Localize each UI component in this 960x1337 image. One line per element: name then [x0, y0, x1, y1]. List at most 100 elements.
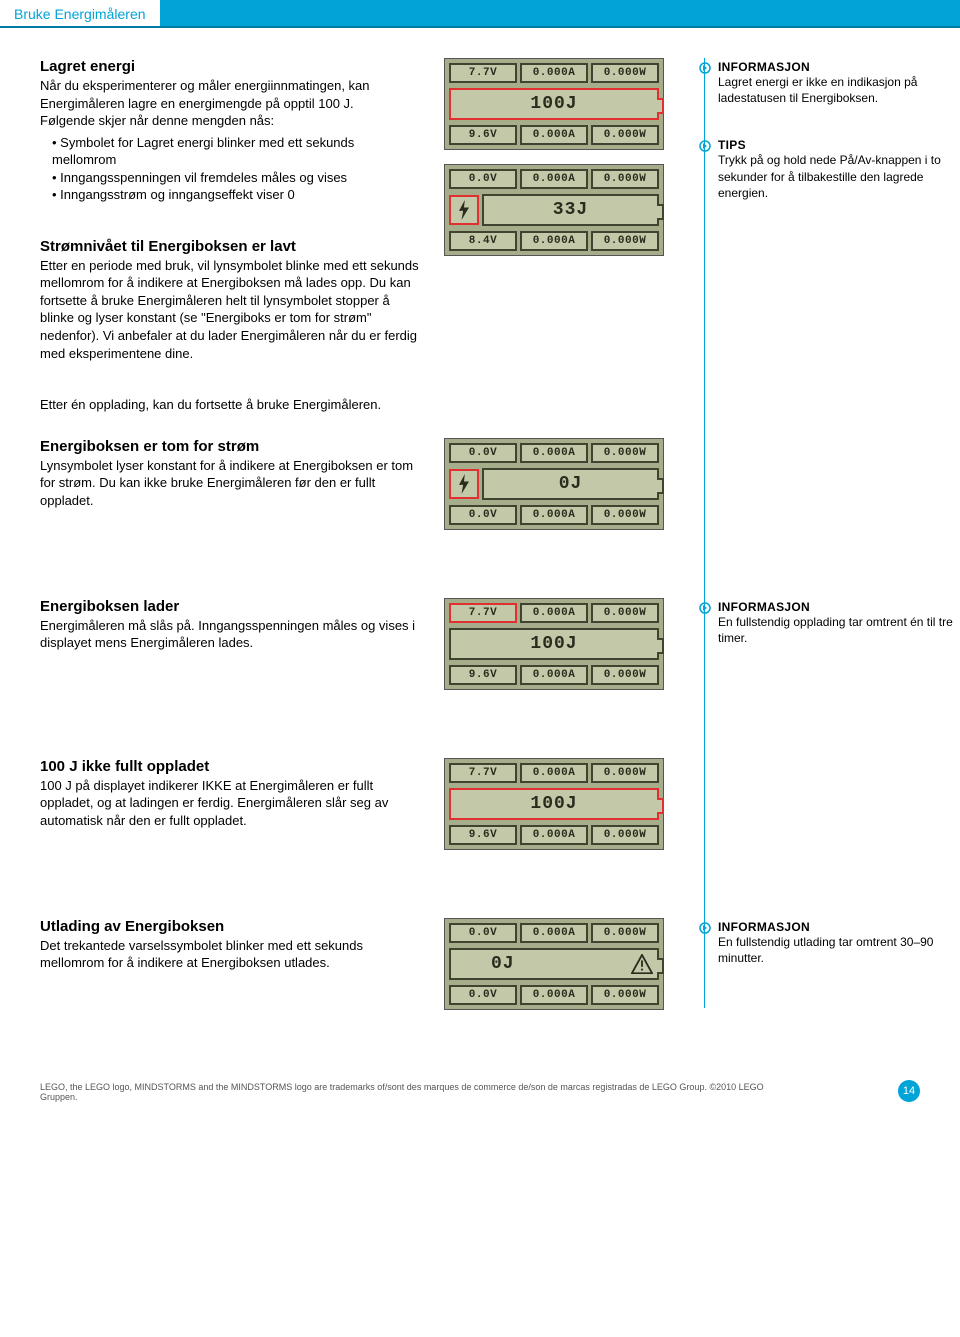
lightning-icon — [449, 195, 479, 225]
lcd-cell: 7.7V — [449, 603, 517, 623]
note-body: Trykk på og hold nede På/Av-knappen i to… — [718, 152, 960, 201]
col-notes: INFORMASJON En fullstendig opplading tar… — [718, 598, 960, 676]
lcd-low: 0.0V0.000A0.000W33J8.4V0.000A0.000W — [444, 164, 664, 256]
heading-charging: Energiboksen lader — [40, 598, 420, 615]
col-lcd: 0.0V0.000A0.000W0J0.0V0.000A0.000W — [444, 918, 694, 1024]
note-title: INFORMASJON — [718, 600, 960, 614]
lcd-cell: 0.000A — [520, 665, 588, 685]
lcd-cell: 0.000A — [520, 985, 588, 1005]
lcd-cell: 0.000W — [591, 763, 659, 783]
battery-indicator: 100J — [449, 628, 659, 660]
row-charging: Energiboksen lader Energimåleren må slås… — [40, 598, 920, 704]
note-marker-icon — [699, 140, 711, 152]
lcd-cell: 0.000A — [520, 169, 588, 189]
lcd-cell: 0.000W — [591, 825, 659, 845]
heading-empty: Energiboksen er tom for strøm — [40, 438, 420, 455]
list-item: Symbolet for Lagret energi blinker med e… — [52, 134, 420, 169]
body-empty: Lynsymbolet lyser konstant for å indiker… — [40, 457, 420, 510]
note-body: En fullstendig opplading tar omtrent én … — [718, 614, 960, 646]
page-body: Lagret energi Når du eksperimenterer og … — [0, 28, 960, 1068]
lcd-cell: 0.0V — [449, 985, 517, 1005]
note-title: INFORMASJON — [718, 920, 960, 934]
lcd-cell: 0.000A — [520, 923, 588, 943]
heading-discharge: Utlading av Energiboksen — [40, 918, 420, 935]
list-item: Inngangsstrøm og inngangseffekt viser 0 — [52, 186, 420, 204]
lcd-cell: 0.000A — [520, 443, 588, 463]
lcd-cell: 7.7V — [449, 763, 517, 783]
lcd-cell: 9.6V — [449, 825, 517, 845]
note-title: INFORMASJON — [718, 60, 960, 74]
battery-indicator: 0J — [482, 468, 659, 500]
note-info-2: INFORMASJON En fullstendig opplading tar… — [718, 598, 960, 646]
page-title: Bruke Energimåleren — [0, 0, 160, 26]
lcd-cell: 7.7V — [449, 63, 517, 83]
lightning-icon — [449, 469, 479, 499]
body-discharge: Det trekantede varselssymbolet blinker m… — [40, 937, 420, 972]
body-notfull: 100 J på displayet indikerer IKKE at Ene… — [40, 777, 420, 830]
battery-indicator: 100J — [449, 788, 659, 820]
lcd-cell: 0.000W — [591, 125, 659, 145]
lcd-cell: 0.000W — [591, 169, 659, 189]
lcd-cell: 8.4V — [449, 231, 517, 251]
heading-notfull: 100 J ikke fullt oppladet — [40, 758, 420, 775]
section-stored: Lagret energi Når du eksperimenterer og … — [40, 58, 420, 204]
lcd-stored: 7.7V0.000A0.000W100J9.6V0.000A0.000W — [444, 58, 664, 150]
page-header: Bruke Energimåleren — [0, 0, 960, 28]
col-text: Utlading av Energiboksen Det trekantede … — [40, 918, 420, 972]
lcd-cell: 0.000A — [520, 825, 588, 845]
lcd-charging: 7.7V0.000A0.000W100J9.6V0.000A0.000W — [444, 598, 664, 690]
lcd-cell: 0.000W — [591, 603, 659, 623]
lcd-cell: 0.0V — [449, 505, 517, 525]
battery-indicator: 0J — [449, 948, 659, 980]
intro-stored: Når du eksperimenterer og måler energiin… — [40, 77, 420, 112]
row-stored-low: Lagret energi Når du eksperimenterer og … — [40, 58, 920, 414]
lcd-cell: 0.0V — [449, 923, 517, 943]
lcd-cell: 0.000A — [520, 125, 588, 145]
lcd-cell: 0.000W — [591, 443, 659, 463]
heading-stored: Lagret energi — [40, 58, 420, 75]
lcd-cell: 0.0V — [449, 169, 517, 189]
lcd-cell: 0.000W — [591, 985, 659, 1005]
col-text: Energiboksen er tom for strøm Lynsymbole… — [40, 438, 420, 510]
heading-low: Strømnivået til Energiboksen er lavt — [40, 238, 420, 255]
lcd-cell: 0.000A — [520, 763, 588, 783]
lcd-cell: 0.000W — [591, 505, 659, 525]
body-low: Etter en periode med bruk, vil lynsymbol… — [40, 257, 420, 362]
lcd-cell: 0.000A — [520, 505, 588, 525]
lcd-cell: 0.000A — [520, 603, 588, 623]
col-lcd: 7.7V0.000A0.000W100J9.6V0.000A0.000W — [444, 758, 694, 864]
lcd-cell: 0.000W — [591, 231, 659, 251]
body-charging: Energimåleren må slås på. Inngangsspenni… — [40, 617, 420, 652]
col-lcd: 7.7V0.000A0.000W100J9.6V0.000A0.000W — [444, 598, 694, 704]
battery-indicator: 100J — [449, 88, 659, 120]
note-marker-icon — [699, 602, 711, 614]
list-intro-stored: Følgende skjer når denne mengden nås: — [40, 112, 420, 130]
warning-icon — [631, 954, 653, 974]
note-info-1: INFORMASJON Lagret energi er ikke en ind… — [718, 58, 960, 106]
page-number: 14 — [898, 1080, 920, 1102]
note-marker-icon — [699, 62, 711, 74]
row-empty: Energiboksen er tom for strøm Lynsymbole… — [40, 438, 920, 544]
battery-indicator: 33J — [482, 194, 659, 226]
col-lcd: 0.0V0.000A0.000W0J0.0V0.000A0.000W — [444, 438, 694, 544]
note-title: TIPS — [718, 138, 960, 152]
col-text: Energiboksen lader Energimåleren må slås… — [40, 598, 420, 652]
page-footer: LEGO, the LEGO logo, MINDSTORMS and the … — [0, 1068, 960, 1120]
section-low: Strømnivået til Energiboksen er lavt Ett… — [40, 238, 420, 362]
lcd-notfull: 7.7V0.000A0.000W100J9.6V0.000A0.000W — [444, 758, 664, 850]
list-item: Inngangsspenningen vil fremdeles måles o… — [52, 169, 420, 187]
lcd-cell: 9.6V — [449, 125, 517, 145]
lcd-cell: 0.000A — [520, 231, 588, 251]
col-lcd: 7.7V0.000A0.000W100J9.6V0.000A0.000W 0.0… — [444, 58, 694, 270]
lcd-empty: 0.0V0.000A0.000W0J0.0V0.000A0.000W — [444, 438, 664, 530]
sidebar-divider — [704, 58, 705, 1008]
lcd-cell: 9.6V — [449, 665, 517, 685]
col-text: Lagret energi Når du eksperimenterer og … — [40, 58, 420, 414]
list-stored: Symbolet for Lagret energi blinker med e… — [40, 134, 420, 204]
col-notes: INFORMASJON En fullstendig utlading tar … — [718, 918, 960, 996]
note-tips-1: TIPS Trykk på og hold nede På/Av-knappen… — [718, 136, 960, 201]
row-notfull: 100 J ikke fullt oppladet 100 J på displ… — [40, 758, 920, 864]
lcd-cell: 0.0V — [449, 443, 517, 463]
lcd-discharge: 0.0V0.000A0.000W0J0.0V0.000A0.000W — [444, 918, 664, 1010]
row-discharge: Utlading av Energiboksen Det trekantede … — [40, 918, 920, 1024]
